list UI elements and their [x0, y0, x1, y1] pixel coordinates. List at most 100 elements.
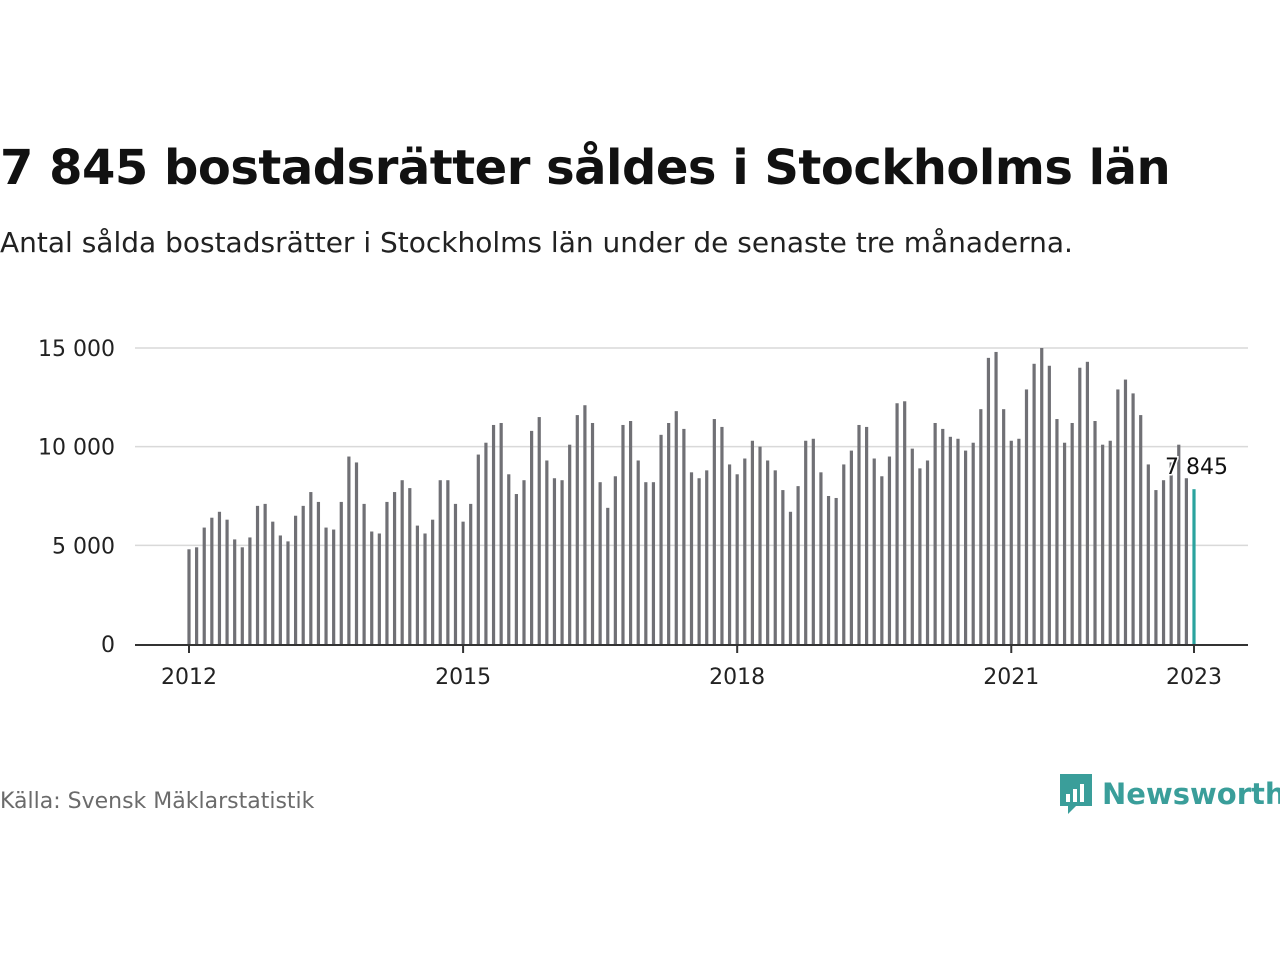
- bar: [727, 464, 732, 644]
- newsworthy-logo-icon: [1060, 774, 1092, 814]
- bar: [469, 503, 473, 644]
- bar: [575, 415, 579, 644]
- bar: [1139, 415, 1143, 644]
- bar: [682, 428, 686, 644]
- bar: [476, 454, 480, 644]
- bar: [1085, 361, 1090, 644]
- bar: [910, 448, 914, 644]
- bar: [293, 515, 298, 644]
- bar: [1070, 422, 1074, 644]
- bar: [735, 474, 739, 644]
- bar: [339, 501, 343, 644]
- bar: [1101, 444, 1105, 644]
- bar: [796, 486, 800, 644]
- bar: [941, 428, 945, 644]
- bar: [1108, 440, 1112, 644]
- bar: [438, 480, 442, 644]
- bar: [431, 519, 435, 644]
- bar: [453, 503, 458, 644]
- bar: [720, 426, 724, 644]
- bar: [994, 351, 998, 644]
- y-tick-label: 15 000: [38, 337, 115, 362]
- bar: [537, 417, 541, 644]
- bar: [1017, 438, 1021, 644]
- bar: [925, 460, 930, 644]
- x-tick-label: 2015: [435, 665, 491, 690]
- bar: [423, 533, 427, 644]
- bar: [545, 460, 549, 644]
- y-tick-label: 5 000: [52, 534, 115, 559]
- bar: [1154, 490, 1158, 644]
- bar: [956, 438, 960, 644]
- bar: [651, 482, 656, 644]
- x-tick-label: 2018: [709, 665, 765, 690]
- bar: [370, 531, 374, 644]
- bar: [1116, 389, 1120, 644]
- bar: [484, 442, 488, 644]
- bar: [689, 472, 694, 644]
- bar: [667, 422, 671, 644]
- bar: [819, 472, 823, 644]
- bar: [552, 478, 557, 644]
- bar: [202, 527, 206, 644]
- bar: [385, 501, 389, 644]
- bar: [514, 494, 518, 644]
- bar: [834, 497, 838, 644]
- bar: [1146, 464, 1150, 644]
- newsworthy-logo-text: Newsworthy: [1102, 777, 1280, 811]
- bar: [903, 401, 907, 644]
- bar: [986, 357, 991, 644]
- bar: [628, 421, 633, 644]
- bar: [278, 535, 282, 644]
- bar: [613, 476, 617, 644]
- bar: [887, 456, 892, 644]
- bar: [750, 440, 755, 644]
- source-note: Källa: Svensk Mäklarstatistik: [0, 789, 315, 814]
- bar: [354, 462, 359, 644]
- bar: [568, 444, 572, 644]
- bar: [1131, 393, 1135, 644]
- bar: [697, 478, 701, 644]
- bar: [263, 503, 267, 644]
- bar: [377, 533, 381, 644]
- bar: [1161, 480, 1166, 644]
- bar: [1047, 365, 1051, 644]
- x-tick-label: 2012: [161, 665, 217, 690]
- bar: [895, 403, 899, 644]
- bar: [1024, 389, 1029, 644]
- bar: [210, 517, 214, 644]
- bar: [880, 476, 884, 644]
- bar: [461, 521, 465, 644]
- bar: [948, 436, 952, 644]
- bar: [324, 527, 328, 644]
- x-tick-label: 2021: [983, 665, 1039, 690]
- bar: [362, 503, 366, 644]
- bar: [301, 505, 305, 644]
- bar: [217, 511, 222, 644]
- bar: [811, 438, 815, 644]
- bar: [644, 482, 648, 644]
- bar: [1032, 363, 1036, 644]
- y-tick-label: 10 000: [38, 436, 115, 461]
- bar: [499, 422, 503, 644]
- newsworthy-logo: Newsworthy: [1058, 772, 1280, 816]
- bar: [918, 468, 922, 644]
- bar: [400, 480, 404, 644]
- bar: [392, 492, 397, 644]
- bar: [560, 480, 564, 644]
- bar: [530, 430, 534, 644]
- bar: [225, 519, 229, 644]
- bar: [446, 480, 450, 644]
- bar: [248, 537, 252, 644]
- bar: [408, 488, 412, 644]
- bar: [788, 511, 793, 644]
- bar: [415, 525, 420, 644]
- bar: [240, 547, 244, 644]
- bar: [781, 490, 785, 644]
- y-tick-label: 0: [101, 633, 115, 658]
- bar: [332, 529, 336, 644]
- bar: [590, 422, 595, 644]
- bar: [674, 411, 678, 644]
- bar: [842, 464, 846, 644]
- bar: [971, 442, 975, 644]
